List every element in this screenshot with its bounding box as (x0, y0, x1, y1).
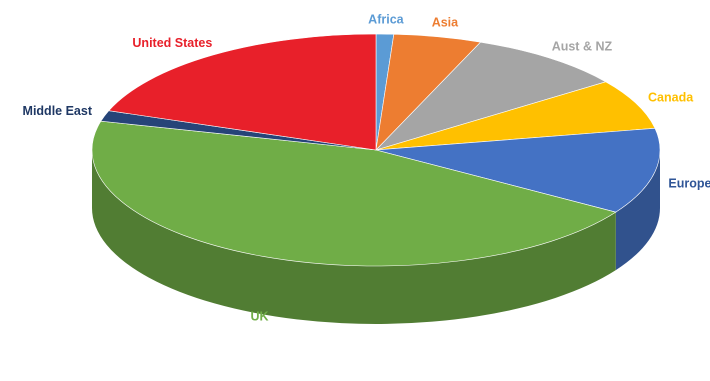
pie-slice-canada (375, 81, 656, 151)
label-africa: Africa (368, 12, 404, 26)
label-asia: Asia (432, 15, 459, 29)
pie-side-uk (92, 150, 616, 325)
pie-side-europe (615, 150, 660, 271)
pie-slice-europe (375, 127, 661, 213)
pie-slice-united-states (108, 33, 377, 151)
label-middle-east: Middle East (23, 104, 93, 118)
pie-slice-aust-nz (374, 41, 607, 151)
label-uk: UK (250, 309, 268, 323)
pie-labels: Africa Asia Aust & NZ Canada Europe UK Middle … (23, 12, 710, 323)
label-united-states: United States (132, 36, 212, 50)
pie-slice-uk (91, 120, 617, 267)
label-europe: Europe (668, 176, 710, 190)
label-canada: Canada (648, 91, 694, 105)
label-aust-nz: Aust & NZ (552, 40, 613, 54)
pie-top-faces (91, 33, 661, 267)
pie-side-walls (92, 150, 660, 325)
